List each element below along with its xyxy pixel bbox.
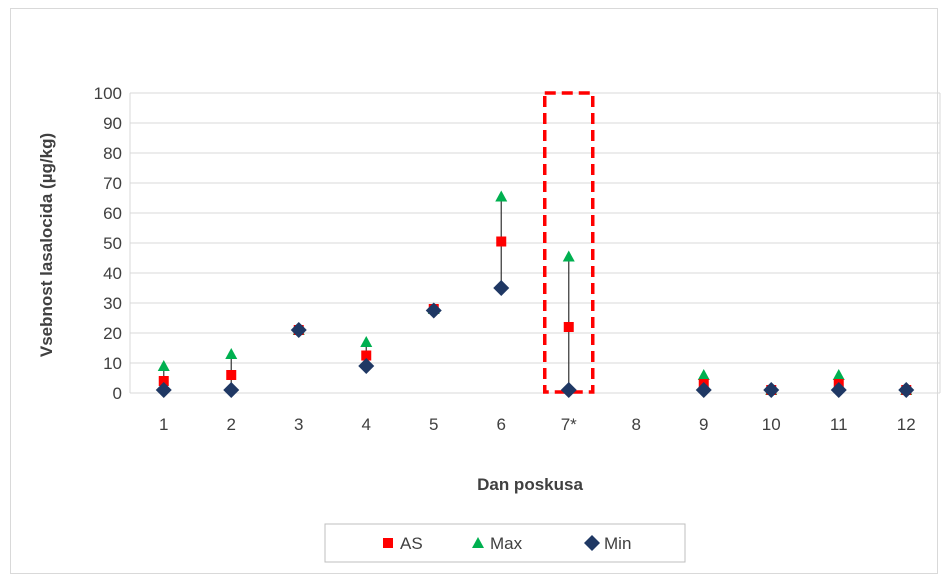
point-min bbox=[830, 382, 847, 398]
x-tick-label: 2 bbox=[227, 415, 236, 434]
x-tick-label: 12 bbox=[897, 415, 916, 434]
point-max bbox=[562, 250, 575, 262]
x-tick-label: 10 bbox=[762, 415, 781, 434]
point-as bbox=[226, 370, 237, 380]
y-tick-labels: 0 10 20 30 40 50 60 70 80 90 100 bbox=[94, 84, 122, 403]
point-min bbox=[155, 382, 172, 398]
legend-marker-max bbox=[472, 537, 484, 548]
data-points bbox=[155, 190, 915, 398]
y-tick-label: 90 bbox=[103, 114, 122, 133]
x-tick-label: 1 bbox=[159, 415, 168, 434]
legend-label-max: Max bbox=[490, 534, 523, 553]
x-tick-label: 4 bbox=[362, 415, 371, 434]
point-as bbox=[158, 376, 169, 386]
x-tick-label: 8 bbox=[632, 415, 641, 434]
point-min bbox=[425, 302, 442, 319]
y-tick-label: 30 bbox=[103, 294, 122, 313]
x-tick-label: 9 bbox=[699, 415, 708, 434]
point-min bbox=[223, 382, 240, 398]
point-min bbox=[358, 358, 375, 374]
x-tick-label: 7* bbox=[561, 415, 577, 434]
x-tick-label: 5 bbox=[429, 415, 438, 434]
point-max bbox=[225, 348, 238, 359]
chart-area bbox=[10, 8, 938, 574]
y-tick-label: 50 bbox=[103, 234, 122, 253]
legend-marker-as bbox=[383, 538, 393, 548]
y-tick-label: 60 bbox=[103, 204, 122, 223]
y-tick-label: 20 bbox=[103, 324, 122, 343]
point-max bbox=[360, 336, 373, 347]
point-as bbox=[496, 236, 507, 247]
point-min bbox=[898, 382, 915, 398]
x-tick-label: 3 bbox=[294, 415, 303, 434]
y-axis-title: Vsebnost lasalocida (µg/kg) bbox=[37, 133, 56, 357]
y-tick-label: 70 bbox=[103, 174, 122, 193]
point-max bbox=[495, 190, 508, 202]
point-max bbox=[832, 369, 845, 380]
point-min bbox=[560, 382, 577, 398]
legend-marker-min bbox=[584, 535, 600, 551]
gridlines bbox=[129, 92, 941, 394]
y-tick-label: 80 bbox=[103, 144, 122, 163]
point-as bbox=[361, 350, 372, 361]
point-max bbox=[157, 360, 170, 371]
x-tick-label: 11 bbox=[830, 415, 848, 434]
legend: AS Max Min bbox=[324, 523, 686, 563]
x-axis-title: Dan poskusa bbox=[477, 475, 583, 494]
y-tick-label: 10 bbox=[103, 354, 122, 373]
y-tick-label: 40 bbox=[103, 264, 122, 283]
x-tick-label: 6 bbox=[497, 415, 506, 434]
point-min bbox=[763, 382, 780, 398]
point-min bbox=[493, 280, 510, 296]
y-tick-label: 100 bbox=[94, 84, 122, 103]
highlight-box-group bbox=[543, 91, 595, 394]
legend-label-as: AS bbox=[400, 534, 423, 553]
point-max bbox=[697, 369, 710, 380]
highlight-box bbox=[543, 91, 595, 394]
point-as bbox=[563, 322, 574, 332]
y-tick-label: 0 bbox=[113, 384, 122, 403]
point-min bbox=[695, 382, 712, 398]
point-min bbox=[290, 322, 307, 338]
x-tick-labels: 1 2 3 4 5 6 7* 8 9 10 11 12 bbox=[159, 415, 916, 434]
legend-label-min: Min bbox=[604, 534, 631, 553]
